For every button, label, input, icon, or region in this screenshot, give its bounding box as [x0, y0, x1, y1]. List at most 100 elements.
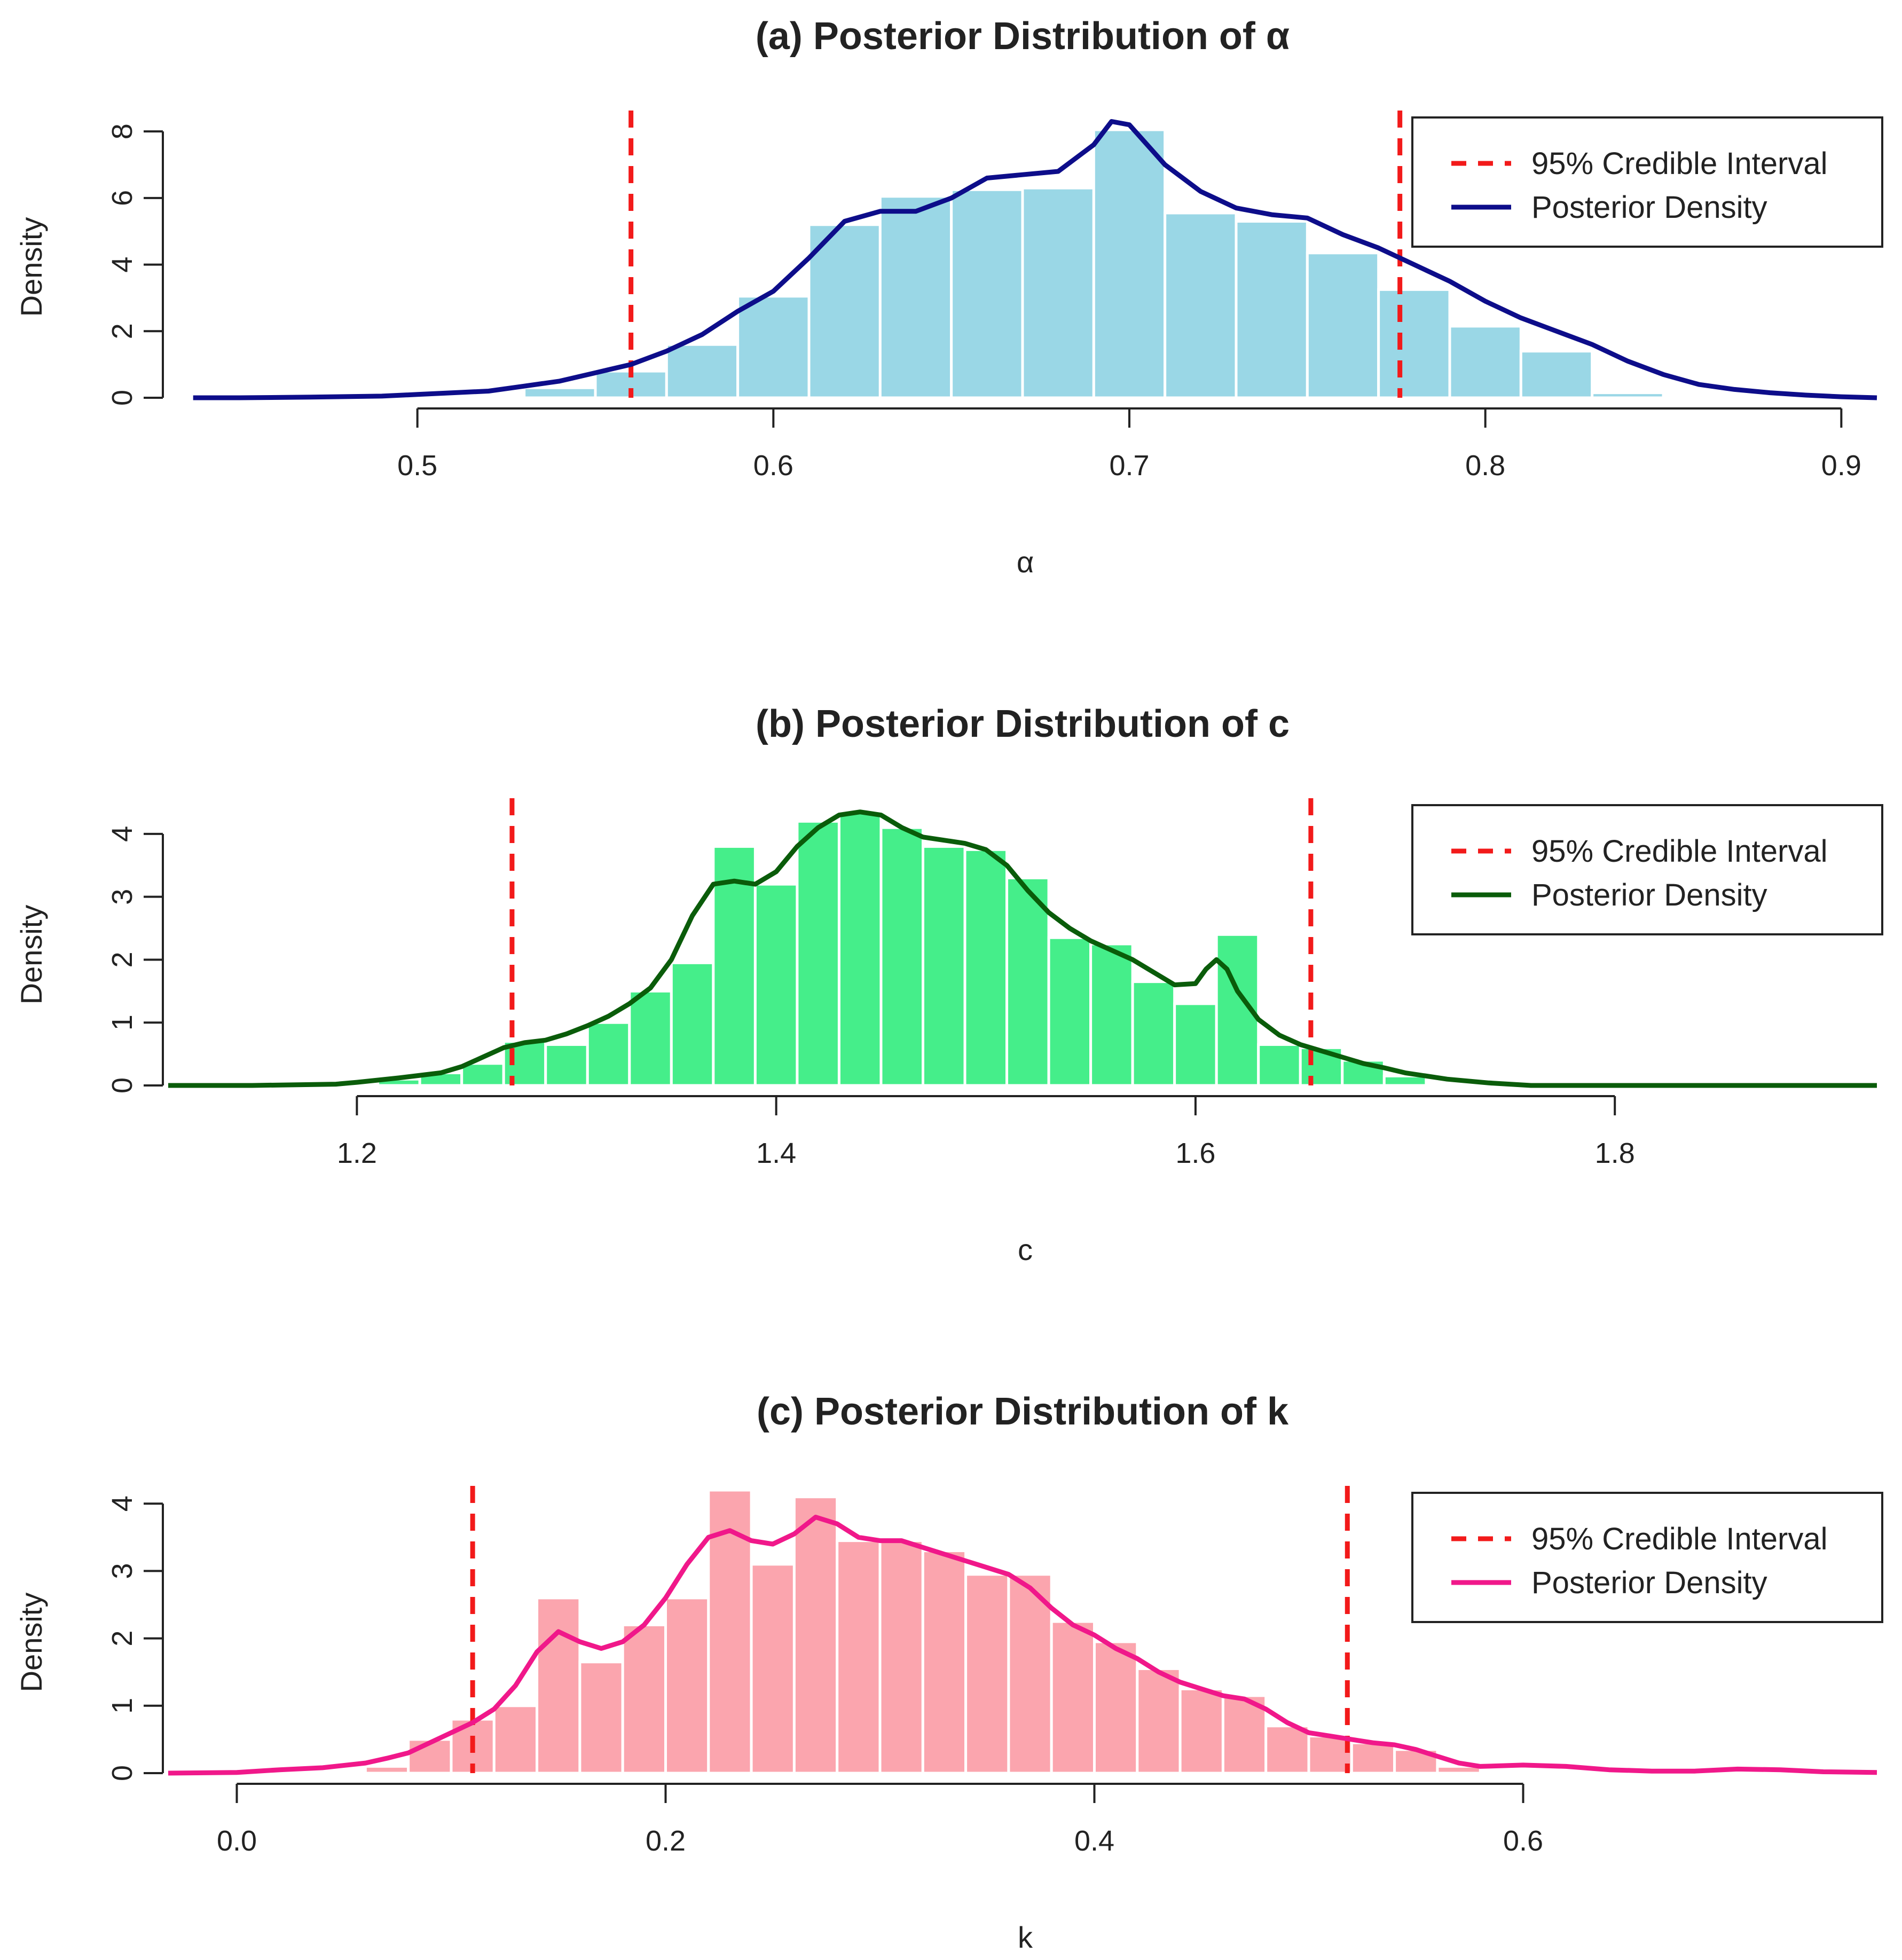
y-tick-label: 4 — [106, 257, 138, 273]
histogram-bar-7 — [670, 961, 715, 1087]
histogram-bar-9 — [753, 883, 799, 1087]
x-tick-label: 0.4 — [1074, 1825, 1114, 1857]
histogram-bar-15 — [1519, 350, 1594, 399]
y-tick-label: 0 — [106, 1077, 138, 1093]
chart-title: (b) Posterior Distribution of c — [756, 703, 1290, 745]
histogram-bar-3 — [665, 343, 740, 399]
x-tick-label: 0.6 — [1503, 1825, 1543, 1857]
histogram-bar-18 — [1131, 980, 1176, 1087]
y-axis-label: Density — [14, 217, 48, 317]
histogram-bar-13 — [1377, 288, 1451, 399]
y-tick-label: 4 — [106, 826, 138, 842]
x-tick-label: 1.4 — [756, 1137, 796, 1169]
histogram-bars — [364, 1489, 1482, 1775]
legend-box — [1411, 1492, 1883, 1623]
histogram-bar-6 — [878, 195, 953, 399]
x-tick-label: 1.6 — [1175, 1137, 1215, 1169]
legend-density-label: Posterior Density — [1531, 878, 1767, 912]
histogram-bar-1 — [523, 386, 597, 399]
histogram-bar-15 — [1007, 1573, 1053, 1775]
histogram-bar-3 — [492, 1704, 539, 1775]
histogram-bar-21 — [1257, 1043, 1302, 1087]
x-tick-label: 0.9 — [1821, 450, 1861, 482]
legend-ci-label: 95% Credible Interval — [1531, 1522, 1828, 1556]
histogram-bar-20 — [1221, 1694, 1268, 1775]
legend-density-label: Posterior Density — [1531, 1565, 1767, 1600]
histogram-bar-14 — [963, 848, 1009, 1087]
histogram-bars — [451, 128, 1665, 399]
histogram-bar-6 — [621, 1623, 667, 1775]
histogram-bar-11 — [836, 1539, 882, 1775]
histogram-bar-9 — [1092, 128, 1167, 399]
panel-alpha: (a) Posterior Distribution of α Density … — [14, 15, 1883, 579]
density-curve — [168, 809, 1877, 1088]
histogram-bar-4 — [544, 1043, 589, 1087]
histogram-bar-12 — [879, 826, 924, 1087]
histogram-bar-23 — [1350, 1741, 1396, 1775]
density-curve — [193, 119, 1877, 400]
x-tick-label: 1.8 — [1595, 1137, 1635, 1169]
histogram-bar-7 — [950, 188, 1024, 399]
x-tick-label: 1.2 — [337, 1137, 377, 1169]
histogram-bar-18 — [1136, 1667, 1182, 1775]
histogram-bar-8 — [1021, 186, 1095, 399]
histogram-bar-0 — [451, 395, 526, 399]
panel-c: (b) Posterior Distribution of c Density … — [14, 703, 1883, 1266]
x-tick-label: 0.6 — [753, 450, 793, 482]
legend: 95% Credible Interval Posterior Density — [1411, 804, 1883, 935]
histogram-bar-13 — [921, 845, 966, 1087]
x-axis: 0.5 0.6 0.7 0.8 0.9 — [397, 407, 1861, 482]
histogram-bar-12 — [1306, 251, 1380, 399]
y-tick-label: 0 — [106, 390, 138, 406]
y-tick-label: 4 — [106, 1495, 138, 1512]
histogram-bar-2 — [460, 1062, 505, 1087]
histogram-bar-6 — [628, 989, 673, 1087]
histogram-bar-10 — [1164, 211, 1238, 399]
x-axis-label: c — [1018, 1233, 1033, 1266]
legend-ci-label: 95% Credible Interval — [1531, 834, 1828, 869]
x-axis-label: k — [1018, 1920, 1033, 1954]
histogram-bar-5 — [807, 223, 882, 399]
x-tick-label: 0.0 — [217, 1825, 257, 1857]
legend-density-label: Posterior Density — [1531, 190, 1767, 225]
histogram-bar-17 — [1093, 1640, 1139, 1775]
credible-interval-lines — [470, 1486, 1350, 1773]
histogram-bar-24 — [1382, 1074, 1428, 1087]
x-axis-label: α — [1017, 545, 1034, 579]
legend-ci-label: 95% Credible Interval — [1531, 146, 1828, 181]
histogram-bar-14 — [964, 1573, 1010, 1775]
histogram-bar-14 — [1448, 325, 1522, 399]
x-tick-label: 0.5 — [397, 450, 437, 482]
legend-box — [1411, 116, 1883, 248]
chart-title: (a) Posterior Distribution of α — [756, 15, 1290, 58]
y-tick-label: 6 — [106, 190, 138, 206]
histogram-bar-4 — [736, 295, 811, 399]
y-axis: 0 2 4 6 8 — [106, 123, 164, 406]
histogram-bar-0 — [364, 1765, 410, 1775]
legend-box — [1411, 804, 1883, 935]
histogram-bar-7 — [664, 1596, 710, 1775]
histogram-bar-25 — [1436, 1765, 1482, 1775]
y-axis: 0 1 2 3 4 — [106, 1495, 164, 1781]
x-axis: 0.0 0.2 0.4 0.6 — [217, 1783, 1543, 1857]
x-tick-label: 0.7 — [1109, 450, 1149, 482]
credible-interval-lines — [628, 111, 1403, 398]
y-tick-label: 0 — [106, 1765, 138, 1781]
y-tick-label: 2 — [106, 1631, 138, 1647]
y-tick-label: 1 — [106, 1014, 138, 1030]
histogram-bar-10 — [796, 820, 840, 1087]
histogram-bar-19 — [1173, 1002, 1218, 1087]
histogram-bars — [376, 810, 1428, 1087]
histogram-bar-13 — [921, 1549, 968, 1775]
y-tick-label: 3 — [106, 1563, 138, 1579]
histogram-bar-5 — [586, 1021, 631, 1087]
histogram-bar-16 — [1047, 936, 1093, 1087]
y-axis-label: Density — [14, 905, 48, 1005]
y-tick-label: 2 — [106, 951, 138, 967]
x-axis: 1.2 1.4 1.6 1.8 — [337, 1095, 1635, 1169]
histogram-bar-16 — [1591, 391, 1665, 399]
credible-interval-lines — [509, 798, 1314, 1085]
x-tick-label: 0.8 — [1465, 450, 1505, 482]
histogram-bar-19 — [1178, 1687, 1224, 1775]
